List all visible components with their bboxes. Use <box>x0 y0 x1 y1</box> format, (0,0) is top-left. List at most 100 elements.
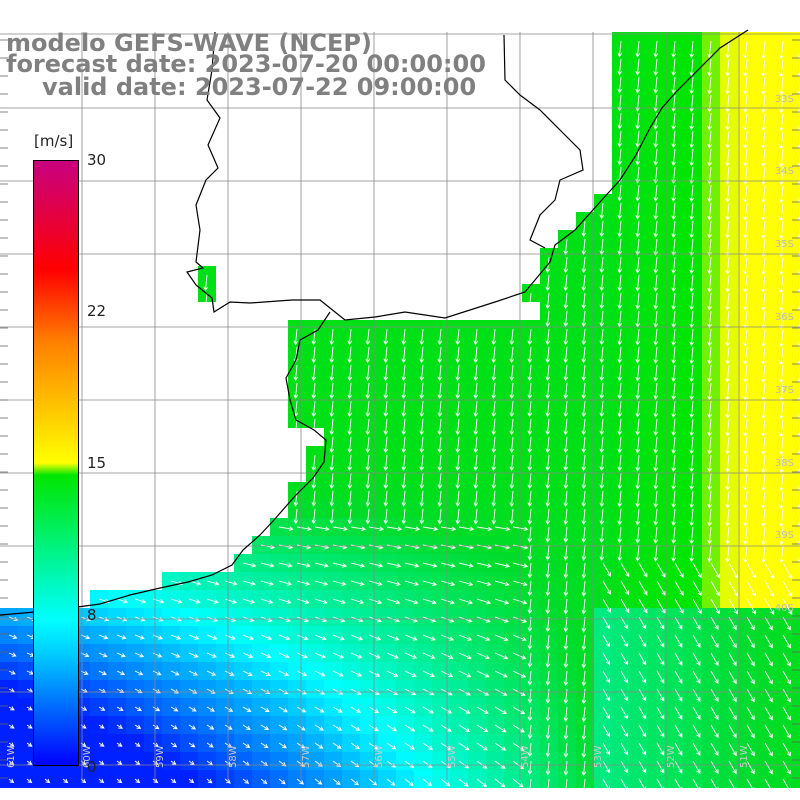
wind-arrow <box>278 742 287 749</box>
wind-arrow <box>455 454 461 472</box>
wind-arrow <box>347 418 353 436</box>
wind-arrow <box>581 652 587 669</box>
wind-arrow <box>455 400 461 418</box>
lon-label: 58W <box>228 745 239 768</box>
wind-arrow <box>617 184 623 202</box>
wind-arrow <box>563 742 569 758</box>
wind-arrow <box>746 562 757 579</box>
wind-cell <box>792 356 800 374</box>
wind-arrow <box>26 760 33 765</box>
wind-cell <box>792 734 800 752</box>
wind-arrow <box>134 634 145 640</box>
wind-arrow <box>725 112 730 131</box>
wind-arrow <box>8 652 17 657</box>
wind-arrow <box>563 670 569 687</box>
wind-cell <box>792 230 800 248</box>
lat-label-38s: 38S <box>774 458 794 469</box>
wind-arrow <box>581 328 587 346</box>
wind-arrow <box>545 382 551 400</box>
wind-arrow <box>473 418 479 436</box>
wind-arrow <box>347 472 353 490</box>
wind-arrow <box>707 310 712 329</box>
wind-arrow <box>656 706 665 720</box>
wind-arrow <box>689 292 694 311</box>
wind-arrow <box>260 580 274 586</box>
wind-arrow <box>401 490 407 507</box>
wind-arrow <box>152 778 159 784</box>
wind-arrow <box>545 616 551 633</box>
wind-arrow <box>350 778 359 786</box>
wind-arrow <box>728 760 737 775</box>
wind-arrow <box>545 400 551 418</box>
wind-arrow <box>689 436 694 455</box>
wind-arrow <box>8 634 18 639</box>
wind-arrow <box>671 400 677 419</box>
wind-arrow <box>617 346 623 364</box>
wind-arrow <box>728 598 738 615</box>
wind-arrow <box>617 454 623 472</box>
wind-arrow <box>671 274 677 293</box>
wind-arrow <box>419 436 425 454</box>
wind-arrow <box>278 598 292 604</box>
wind-arrow <box>401 400 407 418</box>
wind-arrow <box>476 760 488 769</box>
wind-arrow <box>494 670 508 678</box>
wind-arrow <box>689 400 694 419</box>
wind-arrow <box>635 166 641 184</box>
wind-arrow <box>653 472 659 490</box>
wind-arrow <box>743 112 748 132</box>
wind-arrow <box>653 346 659 364</box>
wind-arrow <box>725 76 730 95</box>
wind-arrow <box>545 508 551 526</box>
wind-arrow <box>581 292 587 310</box>
wind-arrow <box>692 652 701 666</box>
wind-arrow <box>725 544 730 563</box>
wind-arrow <box>476 724 489 733</box>
wind-arrow <box>782 688 791 703</box>
wind-arrow <box>527 508 533 525</box>
wind-arrow <box>545 634 551 651</box>
wind-arrow <box>440 706 453 714</box>
wind-arrow <box>725 130 730 149</box>
wind-arrow <box>494 634 509 642</box>
wind-cell <box>792 716 800 734</box>
wind-arrow <box>386 526 403 532</box>
wind-arrow <box>656 652 665 666</box>
lon-label: 52W <box>666 745 677 768</box>
wind-arrow <box>350 724 361 731</box>
wind-arrow <box>242 670 253 676</box>
wind-arrow <box>383 454 389 472</box>
wind-arrow <box>476 634 491 641</box>
lat-lon-grid <box>0 32 800 780</box>
wind-arrow <box>563 364 569 382</box>
wind-arrow <box>746 724 755 739</box>
wind-arrow <box>476 562 492 568</box>
wind-arrow <box>545 598 551 615</box>
wind-arrow <box>224 706 234 712</box>
wind-arrow <box>476 580 492 587</box>
wind-arrow <box>419 490 425 507</box>
wind-arrow <box>401 328 407 346</box>
wind-arrow <box>725 526 730 545</box>
wind-arrow <box>527 760 533 776</box>
wind-arrow <box>152 652 163 658</box>
wind-arrow <box>635 400 641 418</box>
wind-arrow <box>563 292 569 310</box>
wind-cell <box>792 608 800 626</box>
wind-arrow <box>296 580 311 586</box>
wind-arrow <box>296 688 307 695</box>
wind-arrow <box>116 652 126 658</box>
wind-arrow <box>404 562 420 568</box>
lat-label-39s: 39S <box>774 530 794 541</box>
wind-arrow <box>422 706 435 714</box>
wind-arrow <box>671 256 677 275</box>
wind-arrow <box>779 130 784 150</box>
wind-arrow <box>764 688 773 703</box>
wind-arrow <box>779 184 784 204</box>
wind-arrow <box>473 436 479 454</box>
wind-arrow <box>656 724 665 738</box>
wind-arrow <box>563 382 569 400</box>
wind-arrow <box>545 418 551 436</box>
wind-arrow <box>764 742 773 757</box>
